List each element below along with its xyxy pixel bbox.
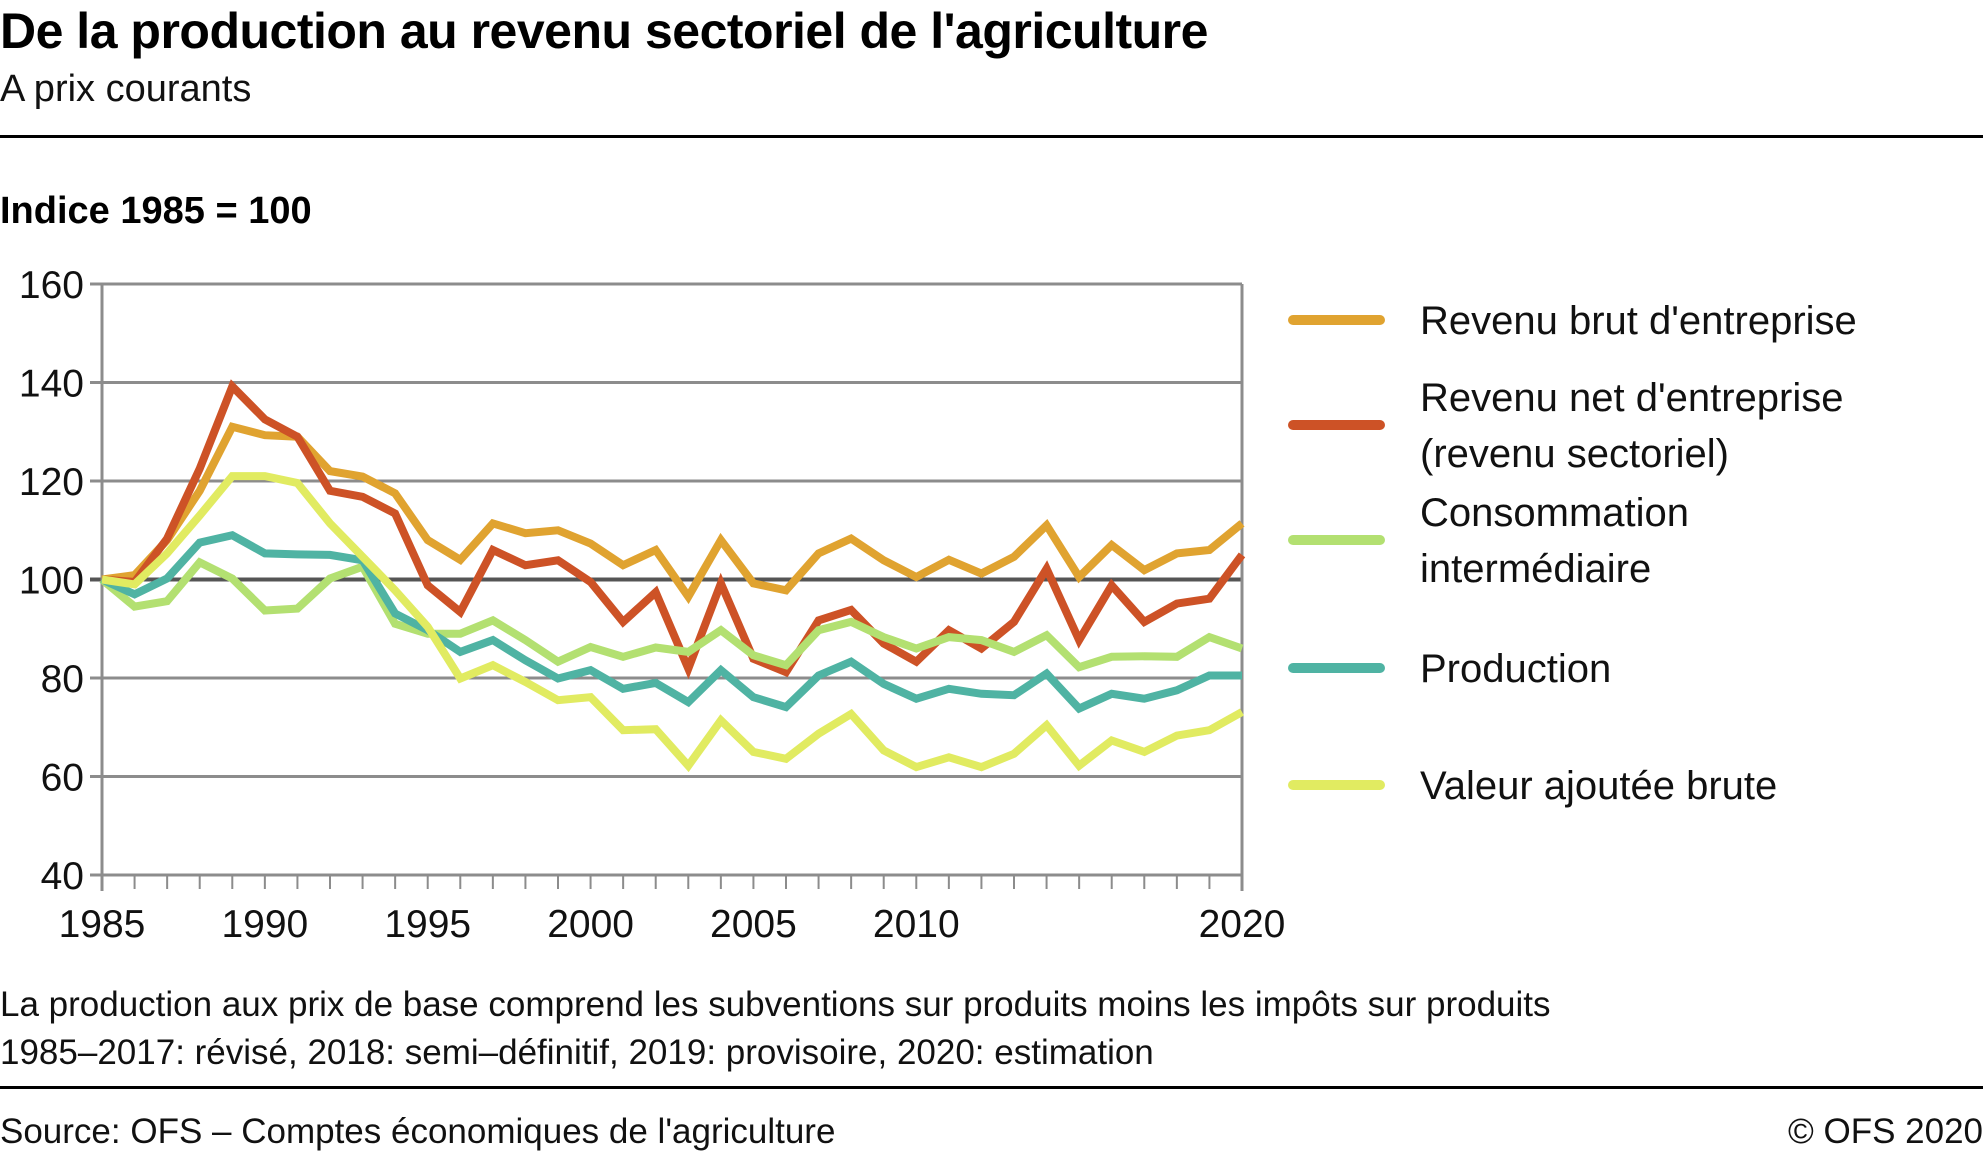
x-tick-label: 2020 bbox=[1199, 903, 1286, 946]
top-divider bbox=[0, 135, 1983, 138]
line-chart: 40 60 80 100 120 140 160 1985 1990 1995 2000 2005 20… bbox=[19, 264, 1857, 946]
axes: 40 60 80 100 120 140 160 1985 1990 1995 2000 2005 20… bbox=[19, 264, 1285, 946]
series-lines bbox=[99, 379, 1246, 773]
series-line-1 bbox=[101, 379, 1246, 680]
y-tick-label: 100 bbox=[19, 560, 84, 603]
legend-label: Valeur ajoutée brute bbox=[1420, 764, 1777, 808]
legend-label: Revenu brut d'entreprise bbox=[1420, 299, 1857, 343]
x-tick-label: 2010 bbox=[873, 903, 960, 946]
chart-title: De la production au revenu sectoriel de … bbox=[0, 3, 1208, 59]
legend-label: intermédiaire bbox=[1420, 547, 1651, 591]
legend-label: (revenu sectoriel) bbox=[1420, 432, 1729, 476]
footnote-production: La production aux prix de base comprend … bbox=[0, 985, 1551, 1024]
chart-subtitle: A prix courants bbox=[0, 68, 252, 110]
footnote-data-status: 1985–2017: révisé, 2018: semi–définitif,… bbox=[0, 1033, 1154, 1072]
x-tick-label: 1985 bbox=[59, 903, 146, 946]
series-line-2 bbox=[99, 557, 1244, 672]
source-note: Source: OFS – Comptes économiques de l'a… bbox=[0, 1112, 836, 1151]
x-tick-label: 2000 bbox=[547, 903, 634, 946]
series-line-3 bbox=[100, 530, 1242, 714]
y-axis-unit-label: Indice 1985 = 100 bbox=[0, 190, 312, 232]
bottom-divider bbox=[0, 1086, 1983, 1089]
x-tick-label: 1990 bbox=[221, 903, 308, 946]
legend-label: Revenu net d'entreprise bbox=[1420, 376, 1843, 420]
grid bbox=[90, 282, 1242, 877]
y-tick-label: 60 bbox=[41, 757, 84, 800]
y-tick-label: 160 bbox=[19, 264, 84, 307]
series-line-4 bbox=[101, 472, 1244, 773]
legend-label: Consommation bbox=[1420, 491, 1689, 535]
series-line-0 bbox=[101, 422, 1245, 605]
x-tick-label: 1995 bbox=[384, 903, 471, 946]
x-tick-label: 2005 bbox=[710, 903, 797, 946]
legend-label: Production bbox=[1420, 647, 1611, 691]
legend: Revenu brut d'entreprise Revenu net d'ent… bbox=[1288, 299, 1857, 808]
y-tick-label: 80 bbox=[41, 658, 84, 701]
copyright: © OFS 2020 bbox=[1787, 1112, 1983, 1151]
y-tick-label: 40 bbox=[41, 855, 84, 898]
y-tick-label: 140 bbox=[19, 363, 84, 406]
y-tick-label: 120 bbox=[19, 461, 84, 504]
